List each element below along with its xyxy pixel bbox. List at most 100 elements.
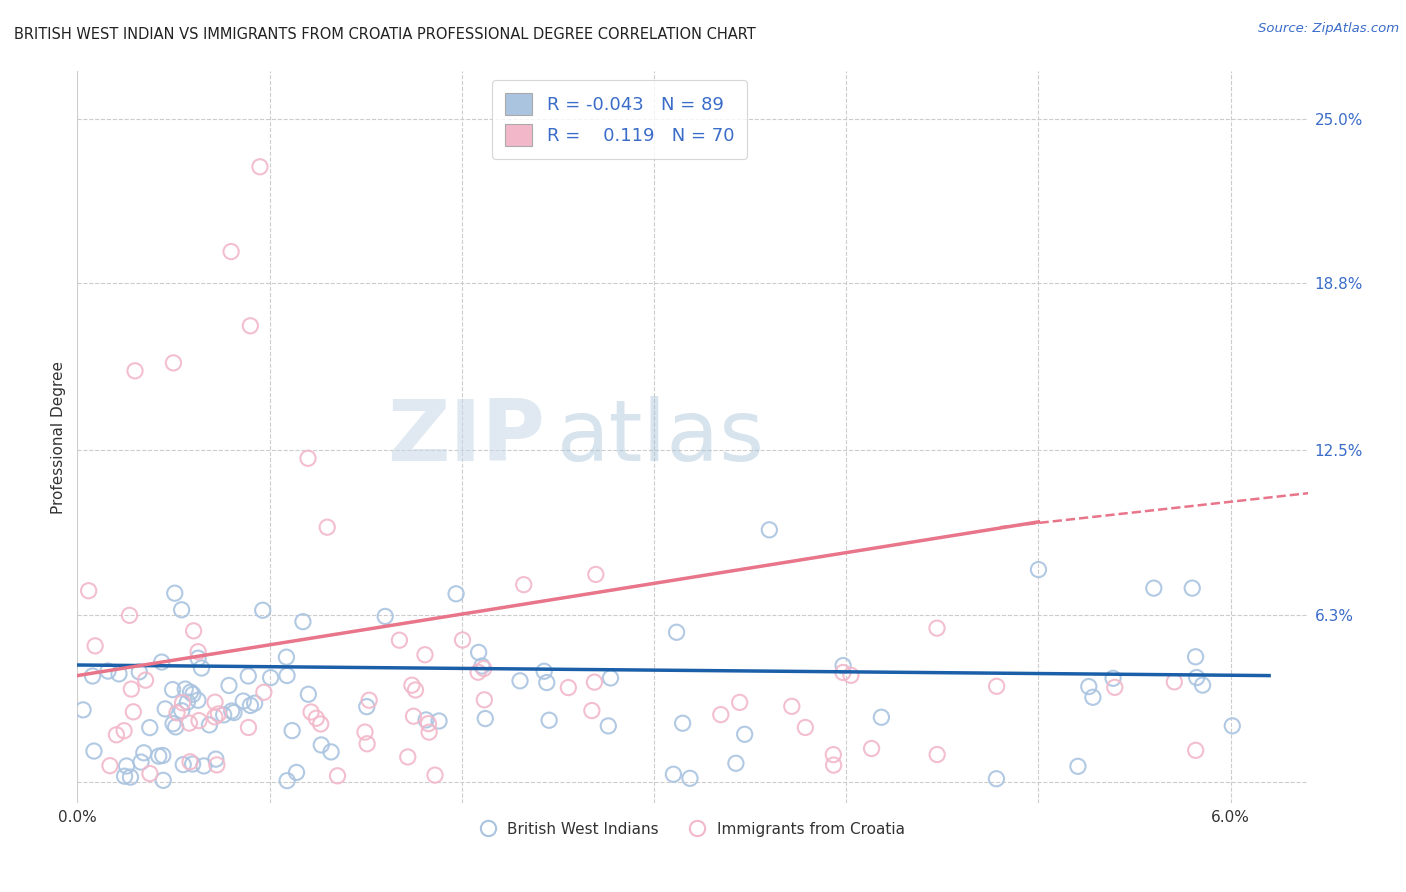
Point xyxy=(205,752,228,766)
Point xyxy=(139,721,162,735)
Point xyxy=(112,723,135,738)
Point xyxy=(404,683,426,698)
Point xyxy=(238,721,260,735)
Point xyxy=(585,567,607,582)
Point xyxy=(418,716,440,731)
Point xyxy=(832,665,855,680)
Point xyxy=(204,695,226,709)
Point xyxy=(1163,674,1185,689)
Point xyxy=(162,716,184,731)
Point xyxy=(118,608,141,623)
Point xyxy=(1181,581,1204,595)
Point xyxy=(170,704,193,718)
Point xyxy=(162,682,184,697)
Point xyxy=(83,744,105,758)
Point xyxy=(1184,743,1206,757)
Point xyxy=(925,621,948,635)
Point xyxy=(986,679,1008,693)
Point xyxy=(98,758,121,772)
Point xyxy=(1185,671,1208,685)
Point xyxy=(451,632,474,647)
Point xyxy=(179,716,201,731)
Point xyxy=(672,716,695,731)
Point xyxy=(181,687,204,701)
Point xyxy=(174,682,197,697)
Point xyxy=(1143,581,1166,595)
Point xyxy=(356,699,378,714)
Point xyxy=(97,664,120,678)
Point xyxy=(281,723,304,738)
Point xyxy=(472,693,495,707)
Text: BRITISH WEST INDIAN VS IMMIGRANTS FROM CROATIA PROFESSIONAL DEGREE CORRELATION C: BRITISH WEST INDIAN VS IMMIGRANTS FROM C… xyxy=(14,27,756,42)
Point xyxy=(124,364,146,378)
Point xyxy=(72,703,94,717)
Point xyxy=(165,720,187,734)
Point xyxy=(467,645,489,659)
Point xyxy=(205,757,228,772)
Point xyxy=(276,668,298,682)
Point xyxy=(418,725,440,739)
Legend: British West Indians, Immigrants from Croatia: British West Indians, Immigrants from Cr… xyxy=(474,815,911,843)
Point xyxy=(472,662,495,676)
Point xyxy=(172,757,194,772)
Point xyxy=(823,747,845,762)
Point xyxy=(1081,690,1104,705)
Point xyxy=(1191,678,1213,692)
Point xyxy=(239,698,262,713)
Point xyxy=(536,675,558,690)
Point xyxy=(222,706,245,720)
Point xyxy=(662,767,685,781)
Point xyxy=(780,699,803,714)
Point xyxy=(724,756,747,771)
Point xyxy=(354,725,377,739)
Point xyxy=(823,758,845,772)
Point xyxy=(415,713,437,727)
Point xyxy=(139,766,162,780)
Point xyxy=(152,773,174,788)
Point xyxy=(297,687,319,701)
Point xyxy=(238,669,260,683)
Point xyxy=(198,718,221,732)
Point xyxy=(326,769,349,783)
Point xyxy=(402,709,425,723)
Point xyxy=(413,648,436,662)
Point xyxy=(467,665,489,680)
Y-axis label: Professional Degree: Professional Degree xyxy=(51,360,66,514)
Point xyxy=(374,609,396,624)
Point xyxy=(860,741,883,756)
Point xyxy=(557,681,579,695)
Point xyxy=(927,747,949,762)
Point xyxy=(212,707,235,722)
Point xyxy=(170,603,193,617)
Point xyxy=(204,710,226,724)
Text: ZIP: ZIP xyxy=(387,395,546,479)
Point xyxy=(1028,563,1050,577)
Point xyxy=(710,707,733,722)
Point xyxy=(538,713,561,727)
Point xyxy=(181,757,204,772)
Point xyxy=(120,770,142,784)
Point xyxy=(316,520,339,534)
Point xyxy=(1220,719,1243,733)
Point xyxy=(679,772,702,786)
Point xyxy=(285,765,308,780)
Point xyxy=(190,661,212,675)
Point xyxy=(120,682,142,697)
Point xyxy=(132,746,155,760)
Point xyxy=(311,738,333,752)
Point xyxy=(359,693,381,707)
Point xyxy=(598,719,620,733)
Point xyxy=(252,603,274,617)
Point xyxy=(423,768,446,782)
Point xyxy=(1104,681,1126,695)
Point xyxy=(180,685,202,699)
Point xyxy=(187,645,209,659)
Point xyxy=(152,748,174,763)
Point xyxy=(221,704,243,718)
Point xyxy=(259,671,281,685)
Point xyxy=(1184,649,1206,664)
Point xyxy=(114,769,136,783)
Point xyxy=(115,759,138,773)
Point xyxy=(728,695,751,709)
Point xyxy=(193,759,215,773)
